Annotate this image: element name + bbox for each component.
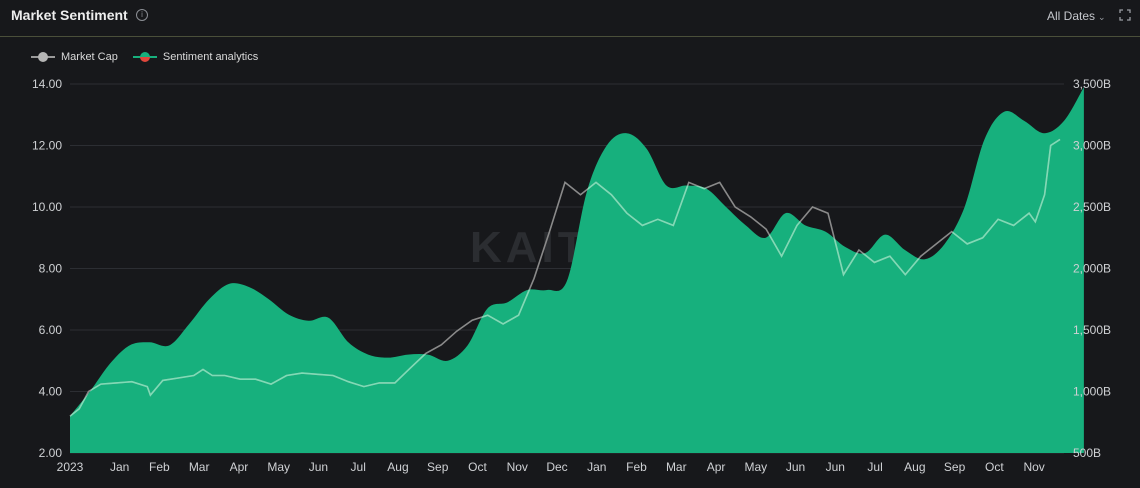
- x-tick-label: Oct: [985, 460, 1004, 474]
- legend-label-sentiment: Sentiment analytics: [162, 51, 259, 63]
- y-right-tick-label: 3,500B: [1073, 77, 1111, 91]
- x-tick-label: Nov: [507, 460, 528, 474]
- x-tick-label: Oct: [468, 460, 487, 474]
- x-tick-label: Feb: [149, 460, 170, 474]
- x-tick-label: Apr: [707, 460, 726, 474]
- x-tick-label: Nov: [1023, 460, 1044, 474]
- expand-icon[interactable]: [1119, 9, 1131, 21]
- x-tick-label: Jan: [110, 460, 129, 474]
- legend-swatch-market-cap: [31, 52, 55, 62]
- legend-label-market-cap: Market Cap: [61, 51, 118, 63]
- x-tick-label: Mar: [666, 460, 687, 474]
- x-tick-label: Jun: [786, 460, 805, 474]
- x-tick-label: Sep: [944, 460, 966, 474]
- date-range-label: All Dates: [1047, 9, 1096, 23]
- x-tick-label: Jun: [309, 460, 328, 474]
- legend-item-sentiment[interactable]: Sentiment analytics: [132, 51, 258, 63]
- sentiment-area: [70, 87, 1084, 453]
- y-left-tick-label: 2.00: [39, 446, 63, 460]
- x-tick-label: 2023: [57, 460, 84, 474]
- x-tick-label: May: [744, 460, 767, 474]
- x-tick-label: Sep: [427, 460, 449, 474]
- x-tick-label: Dec: [546, 460, 567, 474]
- x-tick-label: Aug: [904, 460, 925, 474]
- legend-item-market-cap[interactable]: Market Cap: [30, 51, 118, 63]
- chart-title: Market Sentiment: [11, 7, 128, 23]
- x-tick-label: Apr: [230, 460, 249, 474]
- y-right-tick-label: 2,500B: [1073, 200, 1111, 214]
- x-tick-label: Jul: [351, 460, 366, 474]
- y-left-tick-label: 8.00: [39, 262, 63, 276]
- y-left-tick-label: 4.00: [39, 385, 63, 399]
- x-tick-label: Jan: [587, 460, 606, 474]
- y-left-tick-label: 6.00: [39, 323, 63, 337]
- x-tick-label: Feb: [626, 460, 647, 474]
- date-range-dropdown[interactable]: All Dates ⌄: [1047, 9, 1106, 23]
- y-left-tick-label: 10.00: [32, 200, 62, 214]
- y-left-tick-label: 12.00: [32, 139, 62, 153]
- chart-header: Market Sentiment i All Dates ⌄: [0, 0, 1140, 37]
- legend-swatch-sentiment: [132, 52, 157, 62]
- y-right-tick-label: 500B: [1073, 446, 1101, 460]
- y-right-tick-label: 3,000B: [1073, 139, 1111, 153]
- y-right-tick-label: 2,000B: [1073, 262, 1111, 276]
- y-right-tick-label: 1,500B: [1073, 323, 1111, 337]
- x-tick-label: Aug: [387, 460, 408, 474]
- y-right-tick-label: 1,000B: [1073, 385, 1111, 399]
- x-tick-label: Jul: [867, 460, 882, 474]
- chart-legend: Market Cap Sentiment analytics: [30, 49, 272, 65]
- x-tick-label: May: [267, 460, 290, 474]
- x-tick-label: Jun: [826, 460, 845, 474]
- x-tick-label: Mar: [189, 460, 210, 474]
- info-icon[interactable]: i: [136, 9, 148, 21]
- y-left-tick-label: 14.00: [32, 77, 62, 91]
- chevron-down-icon: ⌄: [1098, 12, 1106, 22]
